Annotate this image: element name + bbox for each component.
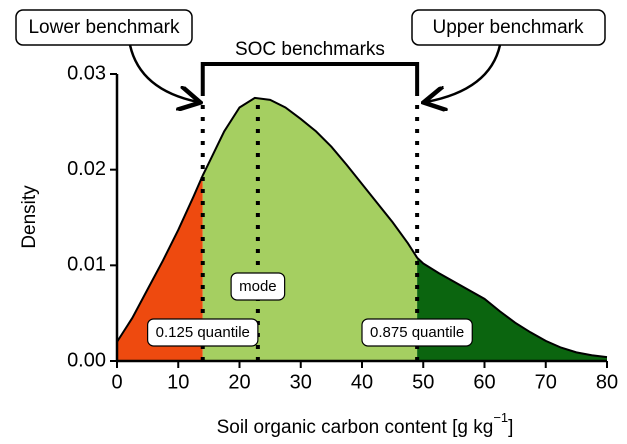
benchmark-bracket <box>200 62 420 96</box>
density-line <box>116 96 608 359</box>
x-axis-title-main: Soil organic carbon content [g kg <box>217 417 494 438</box>
x-tick-label: 30 <box>290 371 312 393</box>
marker-label: 0.125 quantile <box>156 324 250 341</box>
y-tick-label: 0.01 <box>67 254 106 276</box>
marker-label: 0.875 quantile <box>370 324 464 341</box>
x-axis-title-sup: −1 <box>493 410 508 425</box>
callout-box <box>411 9 606 46</box>
marker-label-box <box>230 272 286 301</box>
callout-box <box>15 9 193 46</box>
bracket-label: SOC benchmarks <box>235 39 385 60</box>
x-axis-title: Soil organic carbon content [g kg−1] <box>217 410 514 438</box>
callout-arrow <box>426 44 502 102</box>
y-axis-title: Density <box>19 185 40 249</box>
y-tick-label: 0.02 <box>67 158 106 180</box>
x-tick-label: 40 <box>351 371 373 393</box>
x-tick-label: 50 <box>412 371 434 393</box>
callout-arrow <box>128 44 198 102</box>
x-tick-label: 70 <box>535 371 557 393</box>
marker-label: mode <box>239 278 277 295</box>
x-tick-label: 0 <box>111 371 122 393</box>
marker-label-box <box>361 318 473 347</box>
callout-label: Lower benchmark <box>28 17 180 38</box>
y-tick-label: 0.03 <box>67 62 106 84</box>
marker-label-box <box>147 318 259 347</box>
x-tick-label: 10 <box>167 371 189 393</box>
callout-label: Upper benchmark <box>432 17 584 38</box>
y-tick-label: 0.00 <box>67 349 106 371</box>
x-tick-label: 20 <box>228 371 250 393</box>
x-tick-label: 60 <box>473 371 495 393</box>
x-axis-title-end: ] <box>508 417 513 438</box>
x-tick-label: 80 <box>596 371 618 393</box>
